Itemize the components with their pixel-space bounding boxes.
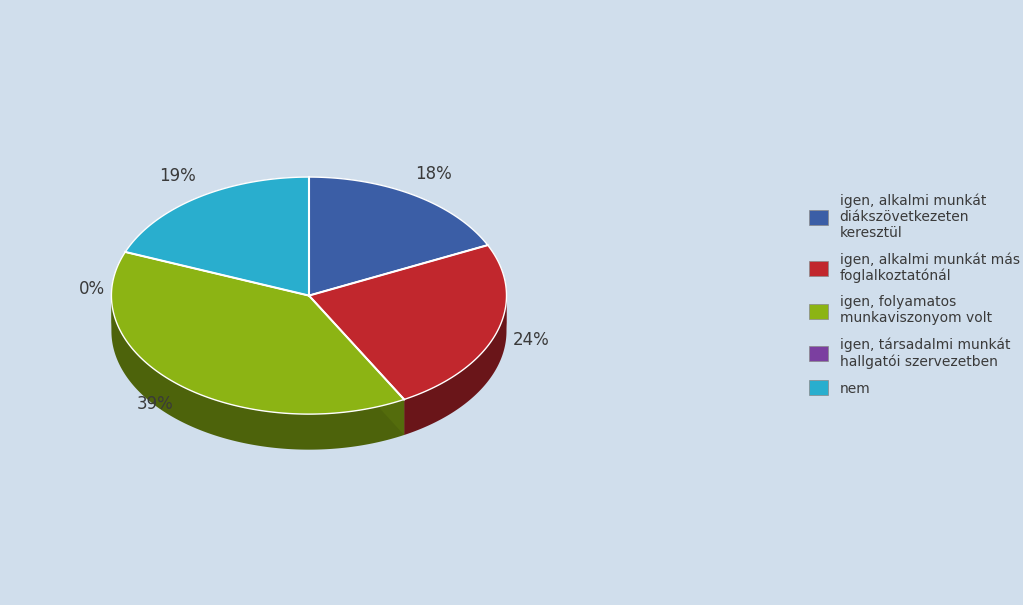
Text: 18%: 18% <box>415 165 452 183</box>
Text: 39%: 39% <box>136 395 173 413</box>
Polygon shape <box>112 252 404 414</box>
Polygon shape <box>309 245 488 331</box>
Polygon shape <box>125 177 309 296</box>
Polygon shape <box>309 177 488 296</box>
Polygon shape <box>488 245 506 331</box>
Polygon shape <box>112 252 125 330</box>
Polygon shape <box>125 177 309 287</box>
Text: 24%: 24% <box>513 332 549 349</box>
Polygon shape <box>125 252 309 331</box>
Polygon shape <box>309 296 404 435</box>
Legend: igen, alkalmi munkát
diákszövetkezeten
keresztül, igen, alkalmi munkát más
fogla: igen, alkalmi munkát diákszövetkezeten k… <box>809 194 1020 396</box>
Polygon shape <box>125 252 309 331</box>
Polygon shape <box>309 245 506 399</box>
Polygon shape <box>112 296 404 450</box>
Polygon shape <box>309 296 404 435</box>
Polygon shape <box>404 296 506 435</box>
Text: 19%: 19% <box>160 167 196 185</box>
Polygon shape <box>309 245 488 331</box>
Text: 0%: 0% <box>79 280 105 298</box>
Polygon shape <box>309 177 488 281</box>
